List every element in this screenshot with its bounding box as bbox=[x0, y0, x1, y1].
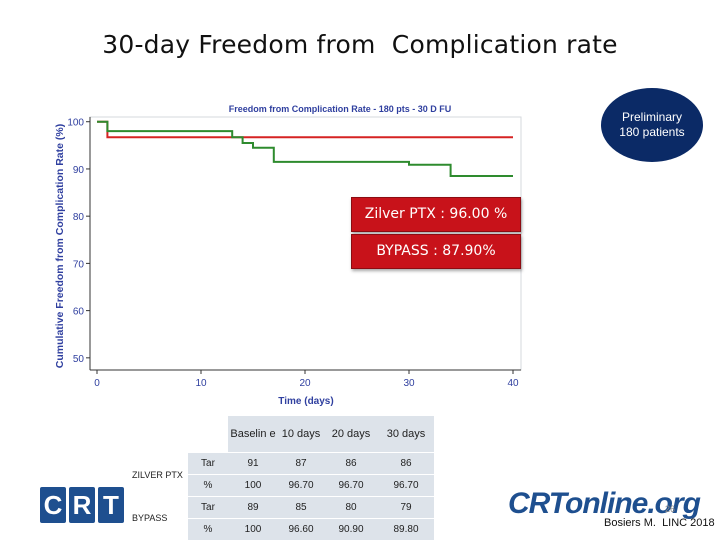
table-cell: 96.70 bbox=[324, 474, 378, 497]
table-cell: 79 bbox=[378, 496, 434, 519]
table-cell: % bbox=[188, 518, 228, 540]
table-row: % 100 96.60 90.90 89.80 bbox=[128, 518, 434, 540]
table-header-cell: Baselin e bbox=[228, 416, 278, 453]
table-header-cell bbox=[128, 416, 188, 453]
table-cell: 86 bbox=[378, 452, 434, 475]
x-tick-label: 30 bbox=[403, 378, 415, 389]
y-tick-label: 50 bbox=[73, 354, 85, 365]
group-label: BYPASS bbox=[128, 496, 188, 540]
table-row: % 100 96.70 96.70 96.70 bbox=[128, 474, 434, 497]
y-tick-label: 80 bbox=[73, 212, 85, 223]
y-tick-label: 100 bbox=[67, 118, 84, 129]
table-header-cell bbox=[188, 416, 228, 453]
x-tick-label: 20 bbox=[299, 378, 311, 389]
table-cell: 89.80 bbox=[378, 518, 434, 540]
crt-logo-letter: R bbox=[69, 487, 95, 523]
table-row: ZILVER PTX Tar 91 87 86 86 bbox=[128, 452, 434, 497]
crtonline-logo: CRTonline.org bbox=[508, 487, 701, 520]
zilver-callout: Zilver PTX : 96.00 % bbox=[351, 197, 521, 232]
series-line-bypass bbox=[97, 120, 513, 178]
page-number: 26 bbox=[665, 504, 676, 514]
axes: 50 60 70 80 90 100 0 10 20 30 40 bbox=[67, 117, 521, 389]
chart-title: Freedom from Complication Rate - 180 pts… bbox=[229, 104, 452, 114]
outcome-table: Baselin e 10 days 20 days 30 days ZILVER… bbox=[128, 416, 434, 540]
table-cell: 91 bbox=[228, 452, 278, 475]
x-tick-label: 0 bbox=[94, 378, 100, 389]
table-cell: 87 bbox=[278, 452, 324, 475]
y-axis-label: Cumulative Freedom from Complication Rat… bbox=[54, 124, 66, 368]
group-label: ZILVER PTX bbox=[128, 452, 188, 497]
crt-logo-letter: C bbox=[40, 487, 66, 523]
table-header-cell: 20 days bbox=[324, 416, 378, 453]
table-cell: Tar bbox=[188, 452, 228, 475]
x-tick-label: 40 bbox=[507, 378, 519, 389]
table-header-row: Baselin e 10 days 20 days 30 days bbox=[128, 416, 434, 453]
x-axis-label: Time (days) bbox=[278, 396, 333, 407]
table-header-cell: 10 days bbox=[278, 416, 324, 453]
table-cell: 96.70 bbox=[278, 474, 324, 497]
table-cell: 89 bbox=[228, 496, 278, 519]
crt-logo-letter: T bbox=[98, 487, 124, 523]
table-header-cell: 30 days bbox=[378, 416, 434, 453]
bypass-callout: BYPASS : 87.90% bbox=[351, 234, 521, 269]
crt-logo: C R T bbox=[40, 487, 124, 523]
x-tick-label: 10 bbox=[195, 378, 207, 389]
table-cell: 86 bbox=[324, 452, 378, 475]
table-cell: 100 bbox=[228, 474, 278, 497]
y-tick-label: 60 bbox=[73, 307, 85, 318]
series-layer bbox=[97, 120, 513, 178]
preliminary-badge: Preliminary 180 patients bbox=[603, 90, 701, 160]
table-cell: 90.90 bbox=[324, 518, 378, 540]
y-tick-label: 70 bbox=[73, 259, 85, 270]
table-cell: Tar bbox=[188, 496, 228, 519]
table-row: BYPASS Tar 89 85 80 79 bbox=[128, 496, 434, 540]
slide-title: 30-day Freedom from Complication rate bbox=[102, 30, 618, 59]
y-tick-label: 90 bbox=[73, 165, 85, 176]
table-cell: 96.70 bbox=[378, 474, 434, 497]
badge-line-2: 180 patients bbox=[619, 125, 685, 139]
footer-citation: Bosiers M. LINC 2018 bbox=[604, 517, 715, 529]
table-cell: % bbox=[188, 474, 228, 497]
badge-line-1: Preliminary bbox=[621, 110, 682, 124]
table-cell: 85 bbox=[278, 496, 324, 519]
table-cell: 100 bbox=[228, 518, 278, 540]
series-line-zilver-ptx bbox=[97, 120, 513, 139]
table-cell: 96.60 bbox=[278, 518, 324, 540]
table-cell: 80 bbox=[324, 496, 378, 519]
